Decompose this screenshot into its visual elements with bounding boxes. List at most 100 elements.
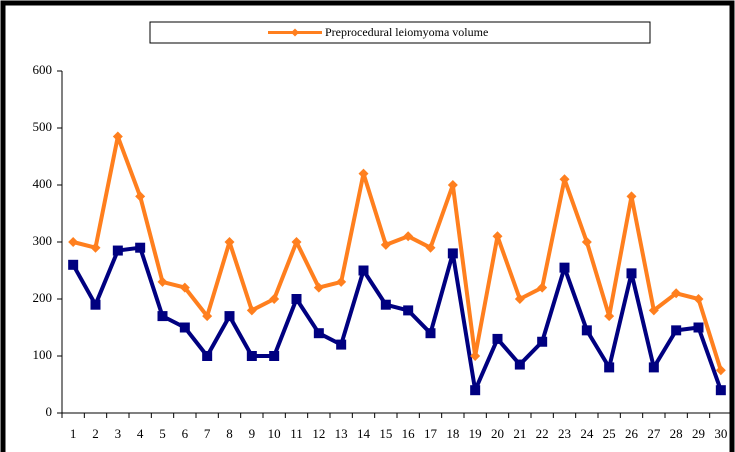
data-point [157, 311, 168, 322]
x-tick-label: 21 [513, 426, 526, 441]
data-point [135, 242, 146, 253]
data-point [246, 351, 257, 361]
data-point [470, 351, 481, 361]
x-tick-label: 4 [137, 426, 144, 441]
x-tick-label: 20 [491, 426, 504, 441]
data-point [470, 385, 481, 396]
y-tick-label: 600 [33, 62, 53, 77]
y-tick-label: 500 [33, 119, 53, 134]
x-tick-label: 23 [558, 426, 571, 441]
x-tick-label: 14 [357, 426, 371, 441]
x-tick-label: 5 [159, 426, 166, 441]
data-point [447, 180, 458, 190]
x-tick-label: 28 [670, 426, 683, 441]
data-point [202, 351, 213, 361]
x-tick-label: 27 [647, 426, 661, 441]
series-line [72, 134, 723, 371]
data-point [559, 262, 570, 273]
x-tick-label: 8 [226, 426, 233, 441]
data-point [559, 174, 570, 185]
x-tick-label: 19 [469, 426, 482, 441]
x-tick-label: 25 [603, 426, 616, 441]
data-point [291, 237, 302, 247]
data-point [90, 242, 101, 253]
x-tick-label: 18 [446, 426, 459, 441]
data-point [514, 294, 525, 304]
x-tick-label: 6 [182, 426, 189, 441]
data-point [648, 305, 659, 316]
x-tick-label: 3 [115, 426, 122, 441]
data-point [313, 282, 324, 293]
data-point [403, 305, 414, 316]
data-point [112, 131, 123, 142]
data-point [269, 294, 280, 304]
x-tick-label: 10 [268, 426, 281, 441]
data-point [648, 362, 659, 373]
data-point [604, 311, 615, 322]
y-tick-label: 300 [33, 233, 53, 248]
x-tick-label: 22 [536, 426, 549, 441]
data-point [626, 191, 637, 202]
data-point [514, 359, 525, 370]
legend-box [149, 21, 651, 44]
data-point [202, 311, 213, 322]
x-tick-label: 1 [70, 426, 77, 441]
x-tick-label: 11 [290, 426, 303, 441]
x-tick-label: 26 [625, 426, 639, 441]
y-tick-label: 0 [46, 404, 53, 419]
data-point [224, 237, 235, 247]
data-point [447, 248, 458, 259]
data-point [246, 305, 257, 316]
x-tick-label: 2 [92, 426, 99, 441]
data-point [380, 299, 391, 310]
data-point [269, 351, 280, 361]
data-point [626, 268, 637, 279]
x-tick-label: 9 [249, 426, 256, 441]
data-point [671, 325, 682, 336]
y-tick-label: 200 [33, 290, 53, 305]
data-point [492, 231, 503, 242]
y-tick-label: 400 [33, 176, 53, 191]
data-point [537, 282, 548, 293]
data-point [112, 245, 123, 256]
x-tick-label: 12 [312, 426, 325, 441]
legend-label: Preprocedural leiomyoma volume [325, 25, 488, 39]
data-point [715, 385, 726, 396]
x-tick-label: 16 [402, 426, 416, 441]
x-tick-label: 30 [714, 426, 727, 441]
y-tick-label: 100 [33, 347, 53, 362]
x-tick-label: 29 [692, 426, 705, 441]
x-tick-label: 7 [204, 426, 211, 441]
data-point [336, 276, 347, 287]
data-point [715, 365, 726, 376]
data-point [693, 322, 704, 333]
data-point [358, 265, 369, 276]
x-tick-label: 17 [424, 426, 438, 441]
data-point [380, 239, 391, 250]
data-point [403, 231, 414, 242]
data-point [671, 288, 682, 299]
data-point [313, 328, 324, 339]
data-point [537, 336, 548, 347]
legend-marker [291, 28, 299, 37]
data-point [157, 276, 168, 287]
data-point [179, 282, 190, 293]
data-point [693, 294, 704, 304]
x-tick-label: 24 [580, 426, 594, 441]
data-point [336, 339, 347, 350]
data-point [358, 168, 369, 179]
data-point [224, 311, 235, 322]
data-point [604, 362, 615, 373]
data-point [581, 325, 592, 336]
data-point [425, 328, 436, 339]
data-point [179, 322, 190, 333]
data-point [492, 333, 503, 344]
x-tick-label: 15 [379, 426, 392, 441]
x-tick-label: 13 [335, 426, 348, 441]
data-point [68, 237, 79, 247]
data-point [135, 191, 146, 202]
data-point [90, 299, 101, 310]
series-line [71, 245, 723, 393]
